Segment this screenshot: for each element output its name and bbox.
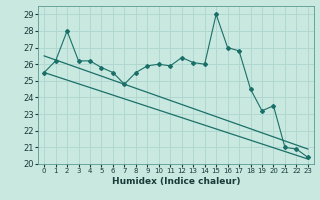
X-axis label: Humidex (Indice chaleur): Humidex (Indice chaleur) xyxy=(112,177,240,186)
